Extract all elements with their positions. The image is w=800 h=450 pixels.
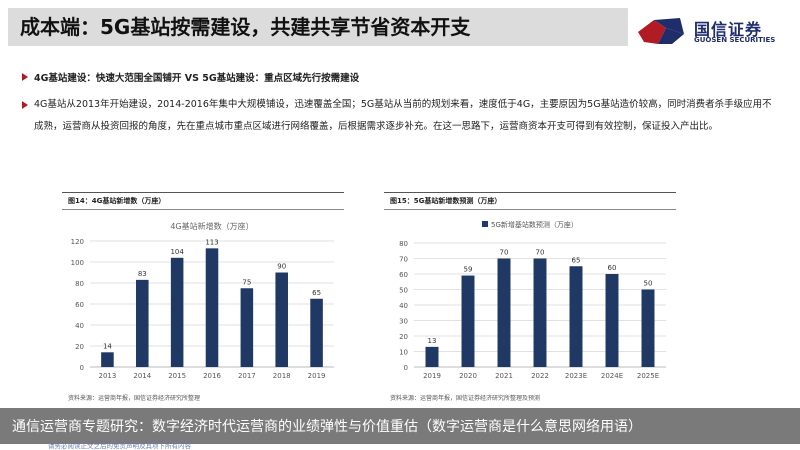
header-bar: 成本端：5G基站按需建设，共建共享节省资本开支 国信证券 GUOSEN SECU… — [0, 0, 800, 60]
bar — [170, 257, 184, 367]
caption-divider — [62, 209, 344, 210]
bar — [101, 352, 114, 367]
bar — [275, 272, 288, 367]
x-tick-label: 2015 — [168, 372, 186, 380]
x-tick-label: 2016 — [203, 372, 221, 380]
data-label: 104 — [170, 248, 184, 256]
y-tick-label: 60 — [75, 301, 84, 309]
data-label: 13 — [428, 337, 437, 345]
data-label: 14 — [103, 342, 112, 350]
data-label: 65 — [312, 289, 321, 297]
disclaimer-text: 请务必阅读正文之后的免责声明及其项下所有内容 — [48, 442, 191, 450]
bar — [569, 266, 583, 367]
legend-swatch — [482, 221, 488, 227]
y-tick-label: 30 — [399, 318, 408, 326]
x-tick-label: 2020 — [459, 372, 477, 380]
figure-4g-base-stations: 图14：4G基站新增数（万座） 0 20 40 60 80 100 120 4G基站新增数（万… — [62, 192, 344, 403]
bar — [497, 258, 511, 367]
bar — [605, 274, 619, 367]
bar-chart-5g: 0 10 20 30 40 50 60 70 80 5G新增基站数预测（万座） 13 2019 59 20… — [399, 220, 666, 380]
x-tick-label: 2019 — [423, 372, 441, 380]
bar — [205, 248, 219, 367]
data-label: 70 — [500, 249, 509, 257]
data-label: 65 — [572, 256, 581, 264]
data-label: 75 — [242, 278, 251, 286]
x-tick-label: 2022 — [531, 372, 549, 380]
x-tick-label: 2019 — [308, 372, 326, 380]
x-tick-label: 2013 — [99, 372, 117, 380]
figure-5g-base-stations: 图15：5G基站新增数预测（万座） 0 10 20 30 40 50 60 70 80 5G新增基… — [384, 192, 676, 403]
y-tick-label: 20 — [399, 333, 408, 341]
x-tick-label: 2023E — [565, 372, 587, 380]
data-label: 70 — [536, 249, 545, 257]
x-tick-label: 2014 — [133, 372, 151, 380]
data-label: 113 — [205, 238, 218, 246]
y-tick-label: 100 — [71, 259, 84, 267]
footer-band — [0, 408, 800, 444]
y-tick-label: 50 — [399, 287, 408, 295]
x-tick-label: 2021 — [495, 372, 513, 380]
bar — [641, 289, 655, 367]
y-tick-label: 10 — [399, 349, 408, 357]
data-label: 83 — [138, 270, 147, 278]
figure-caption: 图14：4G基站新增数（万座） — [68, 197, 166, 205]
figure-source: 资料来源：运营商年报，国信证券经济研究所整理及预测 — [390, 395, 541, 402]
bullet-text: 4G基站建设：快速大范围全国铺开 VS 5G基站建设：重点区域先行按需建设 — [34, 73, 360, 84]
figure-source: 资料来源：运营商年报，国信证券经济研究所整理 — [68, 395, 201, 402]
bullet-point-1: 4G基站建设：快速大范围全国铺开 VS 5G基站建设：重点区域先行按需建设 — [22, 70, 360, 84]
logo-name-en: GUOSEN SECURITIES — [694, 36, 776, 44]
bar — [240, 288, 254, 367]
bullet-point-2: 4G基站从2013年开始建设，2014-2016年集中大规模铺设，迅速覆盖全国；… — [22, 94, 774, 138]
bullet-triangle-icon — [22, 101, 28, 109]
guosen-logo-icon — [638, 18, 684, 44]
y-tick-label: 20 — [75, 343, 84, 351]
data-label: 50 — [644, 280, 653, 288]
y-tick-label: 80 — [75, 280, 84, 288]
bar — [425, 346, 439, 367]
logo-name-cn: 国信证券 — [694, 20, 763, 39]
data-label: 60 — [608, 264, 617, 272]
y-tick-label: 0 — [404, 364, 408, 372]
x-tick-label: 2018 — [273, 372, 291, 380]
x-tick-label: 2017 — [238, 372, 256, 380]
x-tick-label: 2024E — [601, 372, 623, 380]
data-label: 90 — [277, 263, 286, 271]
bar — [310, 298, 323, 367]
figure-caption: 图15：5G基站新增数预测（万座） — [390, 197, 502, 205]
y-tick-label: 60 — [399, 271, 408, 279]
bar — [461, 275, 475, 367]
bullet-text: 4G基站从2013年开始建设，2014-2016年集中大规模铺设，迅速覆盖全国；… — [34, 99, 772, 132]
bar — [136, 279, 149, 367]
data-label: 59 — [464, 266, 473, 274]
chart-title: 4G基站新增数（万座） — [170, 221, 253, 231]
bullet-triangle-icon — [22, 73, 28, 81]
x-tick-label: 2025E — [637, 372, 659, 380]
y-tick-label: 120 — [71, 238, 84, 246]
bar-chart-4g: 0 20 40 60 80 100 120 4G基站新增数（万座） 14 2013 83 2014 10… — [71, 221, 334, 380]
y-tick-label: 40 — [399, 302, 408, 310]
company-logo: 国信证券 GUOSEN SECURITIES — [636, 14, 796, 54]
footer-title: 通信运营商专题研究：数字经济时代运营商的业绩弹性与价值重估（数字运营商是什么意思… — [12, 419, 642, 435]
y-tick-label: 70 — [399, 256, 408, 264]
page-title: 成本端：5G基站按需建设，共建共享节省资本开支 — [8, 8, 628, 46]
y-tick-label: 80 — [399, 240, 408, 248]
y-tick-label: 0 — [80, 364, 84, 372]
y-tick-label: 40 — [75, 322, 84, 330]
caption-divider — [384, 209, 676, 210]
bar — [533, 258, 547, 367]
legend-label: 5G新增基站数预测（万座） — [491, 220, 578, 229]
